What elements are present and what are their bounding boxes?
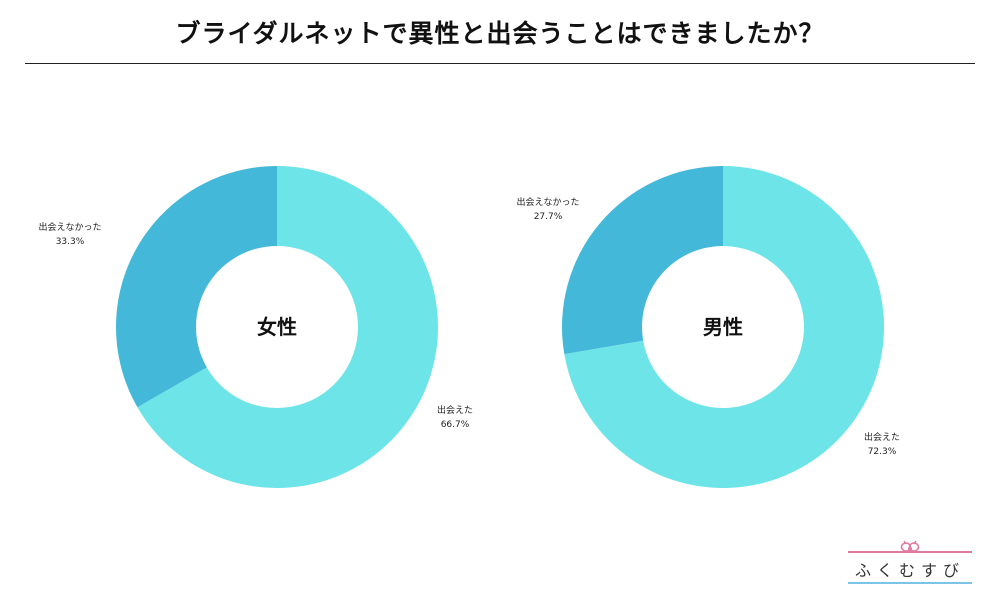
donut-center-label: 女性 bbox=[257, 315, 297, 339]
page-title: ブライダルネットで異性と出会うことはできましたか？ bbox=[175, 19, 825, 48]
donut-slice-met bbox=[137, 166, 438, 489]
donut-slice-not-met bbox=[562, 166, 723, 355]
logo-text: ふくむすび bbox=[854, 561, 965, 580]
donut-chart-2: 出会えた 72.3% 出会えなかった 27.7% 男性 bbox=[516, 166, 900, 488]
slice-value-label: 33.3% bbox=[56, 237, 85, 247]
logo-bottom-line bbox=[848, 582, 972, 584]
donut-chart-1: 出会えた 66.7% 出会えなかった 33.3% 女性 bbox=[38, 166, 473, 489]
donut-slice-met bbox=[564, 166, 885, 488]
logo-top-line bbox=[848, 551, 972, 553]
slice-value-label: 72.3% bbox=[868, 447, 897, 457]
slice-label: 出会えた bbox=[864, 431, 900, 443]
slice-value-label: 27.7% bbox=[534, 212, 563, 222]
brand-logo: ふくむすび bbox=[848, 540, 972, 586]
slice-label: 出会えた bbox=[437, 404, 473, 416]
slice-label: 出会えなかった bbox=[38, 221, 101, 233]
knot-icon bbox=[900, 540, 920, 552]
slice-label: 出会えなかった bbox=[516, 196, 579, 208]
title-divider bbox=[25, 63, 975, 64]
slice-value-label: 66.7% bbox=[441, 420, 470, 430]
donut-center-label: 男性 bbox=[703, 315, 743, 339]
donut-slice-not-met bbox=[115, 166, 277, 408]
